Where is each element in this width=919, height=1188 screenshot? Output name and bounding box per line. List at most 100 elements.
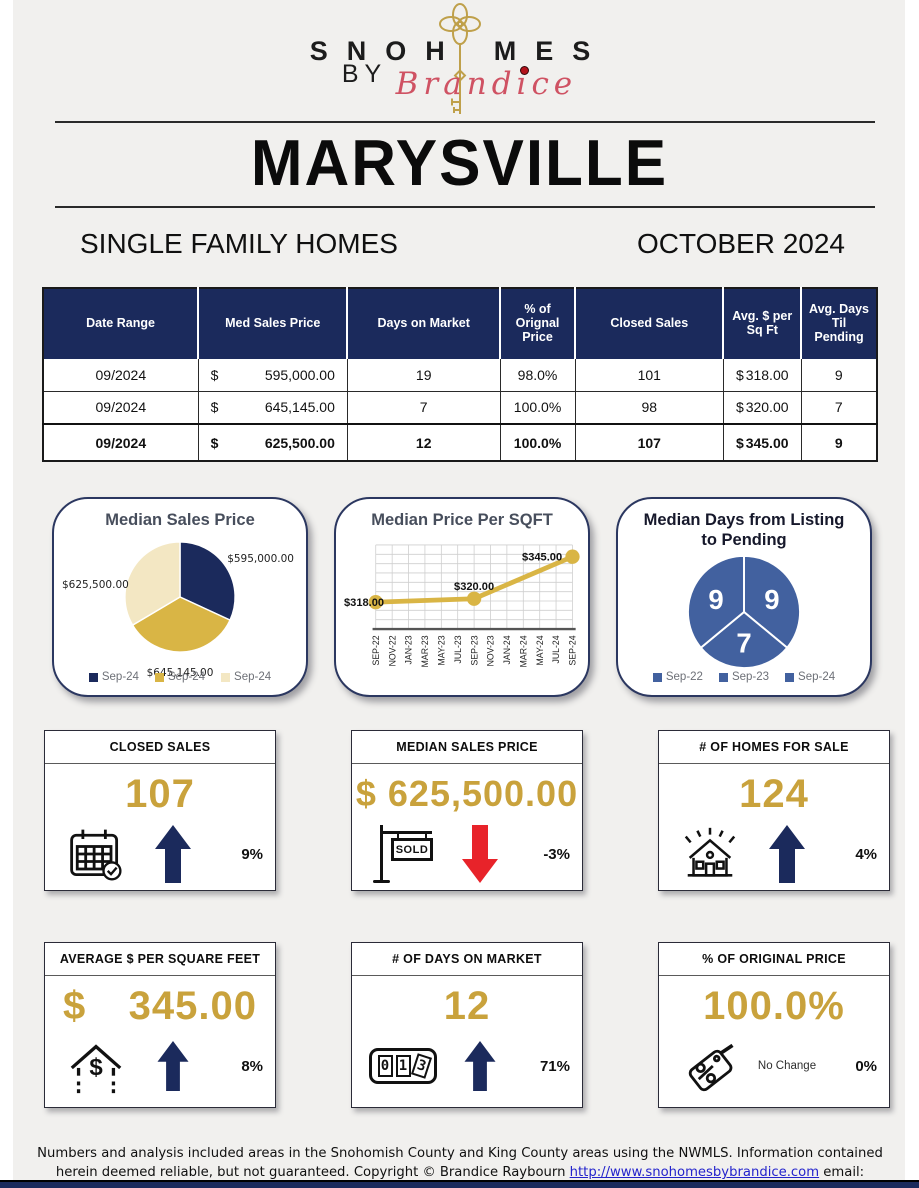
page-title: MARYSVILLE — [250, 127, 669, 200]
divider-bottom — [55, 206, 875, 208]
median-sales-price-pie: $595,000.00 $645,145.00 $625,500.00 — [54, 531, 306, 679]
subtitle-property-type: SINGLE FAMILY HOMES — [80, 228, 398, 259]
svg-text:NOV-22: NOV-22 — [387, 635, 397, 666]
svg-text:MAR-23: MAR-23 — [420, 635, 430, 667]
chart-card-median-sales-price: Median Sales Price $595,000.00 $645,145.… — [52, 497, 308, 697]
svg-text:NOV-23: NOV-23 — [486, 635, 496, 666]
brand-word-left: SNOH — [309, 36, 464, 66]
market-stats-table: Date Range Med Sales Price Days on Market%… — [42, 287, 878, 462]
charts-row: Median Sales Price $595,000.00 $645,145.… — [52, 497, 872, 697]
legend-label: Sep-22 — [665, 671, 703, 683]
legend-swatch-sep23 — [718, 672, 728, 682]
table-cell: 12 — [346, 423, 501, 462]
counter-digit: 3 — [410, 1053, 432, 1079]
brand-word-right: MES — [493, 36, 610, 66]
chart-title: Median Price Per SQFT — [371, 511, 553, 529]
price-tag-icon — [671, 1035, 749, 1097]
chart-title: Median Days from Listing to Pending — [643, 511, 845, 549]
legend-swatch-gold — [154, 672, 164, 682]
up-arrow-icon — [155, 825, 191, 883]
stat-change: 8% — [241, 1057, 263, 1075]
svg-text:MAY-23: MAY-23 — [437, 635, 447, 665]
table-cell: 19 — [346, 357, 501, 392]
svg-text:$318.00: $318.00 — [344, 597, 384, 609]
brand-by-label: BY — [341, 60, 388, 88]
subtitle-month: OCTOBER 2024 — [636, 228, 845, 259]
legend-swatch-sep24 — [785, 672, 795, 682]
stat-value-prefix: $ — [63, 983, 87, 1028]
calendar-check-icon — [57, 823, 135, 885]
legend-label: Sep-24 — [234, 671, 272, 683]
stat-title: CLOSED SALES — [45, 731, 275, 764]
table-cell: 09/2024 — [42, 357, 199, 392]
pie-chart — [124, 540, 236, 653]
svg-text:9: 9 — [708, 583, 723, 614]
table-header-cell: Avg. $ per Sq Ft — [722, 287, 803, 359]
pie2-legend: Sep-22 Sep-23 Sep-24 — [618, 671, 870, 683]
svg-text:JAN-23: JAN-23 — [404, 635, 414, 664]
stat-value: 345.00 — [128, 983, 257, 1028]
table-header-cell: Avg. Days Til Pending — [800, 287, 878, 359]
legend-swatch-navy — [88, 672, 98, 682]
brand-wordmark: SNOH MES — [0, 36, 919, 67]
dollar-glyph: $ — [89, 1054, 103, 1082]
stat-title: # OF DAYS ON MARKET — [352, 943, 582, 976]
chart-card-median-price-sqft: Median Price Per SQFT $318.00 $320.00 $345… — [334, 497, 590, 697]
svg-text:JUL-23: JUL-23 — [453, 635, 463, 663]
counter-icon: 0 1 3 — [364, 1035, 442, 1097]
table-cell: 98 — [574, 390, 724, 425]
svg-text:7: 7 — [736, 627, 751, 658]
svg-text:9: 9 — [764, 583, 779, 614]
stat-value: $ 625,500.00 — [355, 773, 579, 814]
legend-label: Sep-24 — [101, 671, 139, 683]
pie1-legend: Sep-24 Sep-24 Sep-24 — [54, 671, 306, 683]
stat-title: % OF ORIGINAL PRICE — [659, 943, 889, 976]
brand-script-name: Brandice — [395, 66, 578, 102]
stat-card-closed-sales: CLOSED SALES 107 9% — [44, 730, 276, 891]
stat-value: 12 — [443, 983, 491, 1028]
table-header-cell: Date Range — [42, 287, 200, 359]
chart-title: Median Sales Price — [105, 511, 255, 529]
svg-text:$345.00: $345.00 — [522, 551, 562, 563]
svg-text:SEP-22: SEP-22 — [371, 635, 381, 665]
counter-digit: 1 — [395, 1055, 411, 1077]
sold-sign-text: SOLD — [391, 838, 433, 861]
table-header-cell: % of Orignal Price — [499, 287, 577, 359]
table-header-cell: Med Sales Price — [197, 287, 349, 359]
house-dollar-icon: $ — [57, 1035, 135, 1097]
table-cell: 9 — [800, 357, 878, 392]
footer-website-link[interactable]: http://www.snohomesbybrandice.com — [569, 1165, 820, 1181]
legend-label: Sep-24 — [798, 671, 836, 683]
legend-swatch-sep22 — [652, 672, 662, 682]
counter-digit: 0 — [377, 1055, 393, 1077]
down-arrow-icon — [462, 825, 498, 883]
sold-sign-icon: SOLD — [364, 823, 442, 885]
stat-change: 4% — [855, 845, 877, 863]
footer-accent-bar — [0, 1180, 919, 1188]
stat-value: 107 — [125, 771, 195, 816]
subtitle-row: SINGLE FAMILY HOMES OCTOBER 2024 — [80, 228, 845, 260]
ladybug-icon — [519, 66, 529, 75]
svg-text:SEP-24: SEP-24 — [568, 635, 578, 665]
median-price-sqft-chart: $318.00 $320.00 $345.00 SEP-22 NOV-22 JAN-23 M… — [336, 531, 588, 681]
up-arrow-icon — [157, 1041, 189, 1091]
stat-change: 9% — [241, 845, 263, 863]
table-cell: $320.00 — [722, 390, 802, 425]
svg-text:MAR-24: MAR-24 — [518, 635, 528, 667]
table-cell: 09/2024 — [42, 390, 199, 425]
table-cell: 09/2024 — [42, 423, 199, 462]
pie-chart: 979 — [687, 554, 801, 669]
divider-top — [55, 121, 875, 123]
table-cell: $625,500.00 — [197, 423, 348, 462]
stats-row-2: AVERAGE $ PER SQUARE FEET $ 345.00 $ — [44, 942, 890, 1108]
svg-text:JAN-24: JAN-24 — [502, 635, 512, 664]
stat-change: 71% — [539, 1057, 570, 1075]
svg-text:$320.00: $320.00 — [454, 581, 494, 593]
table-cell: $595,000.00 — [197, 357, 348, 392]
table-cell: 107 — [574, 423, 724, 462]
table-cell: $345.00 — [722, 423, 802, 462]
up-arrow-icon — [769, 825, 805, 883]
stat-title: # OF HOMES FOR SALE — [659, 731, 889, 764]
